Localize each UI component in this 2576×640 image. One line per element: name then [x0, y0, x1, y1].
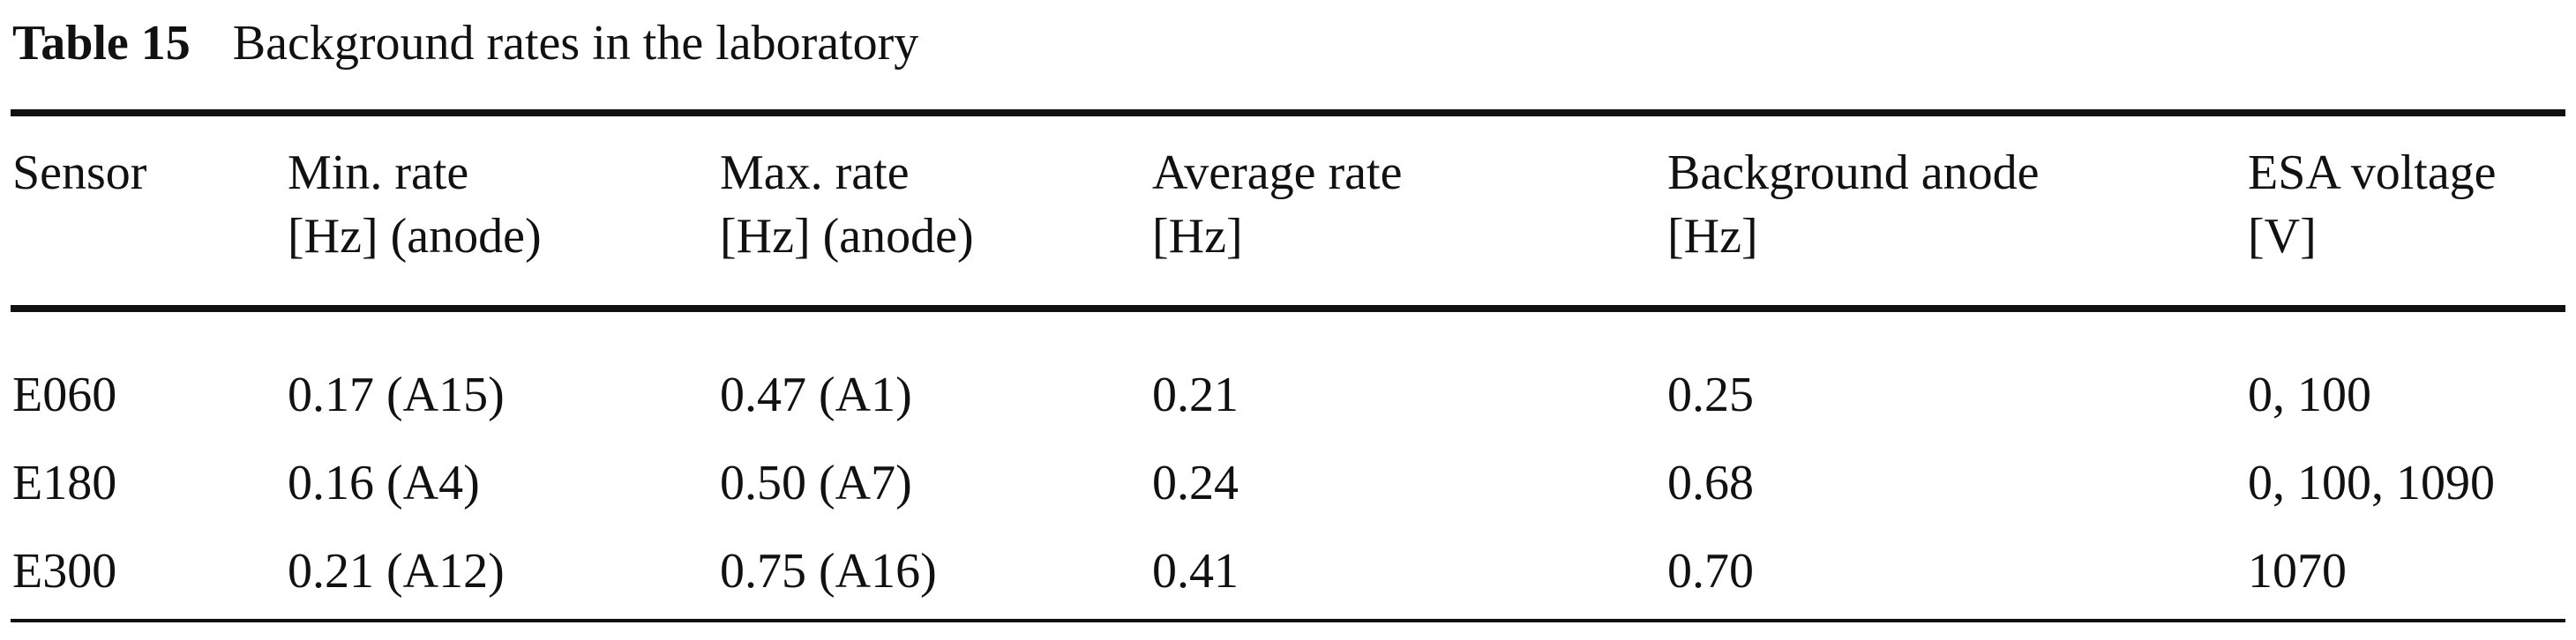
table-title: Background rates in the laboratory — [232, 16, 919, 71]
cell-background-anode: 0.70 — [1667, 544, 1754, 599]
header-background-anode-unit: [Hz] — [1667, 209, 1758, 264]
header-esa-voltage: ESA voltage — [2248, 145, 2497, 200]
cell-sensor: E060 — [12, 368, 117, 422]
cell-min-rate: 0.16 (A4) — [288, 456, 480, 510]
cell-background-anode: 0.68 — [1667, 456, 1754, 510]
header-average-rate-unit: [Hz] — [1152, 209, 1243, 264]
cell-sensor: E180 — [12, 456, 117, 510]
cell-max-rate: 0.75 (A16) — [720, 544, 937, 599]
cell-average-rate: 0.21 — [1152, 368, 1239, 422]
header-min-rate-unit: [Hz] (anode) — [288, 209, 542, 264]
header-sensor: Sensor — [12, 145, 147, 200]
cell-esa-voltage: 1070 — [2248, 544, 2347, 599]
cell-average-rate: 0.41 — [1152, 544, 1239, 599]
cell-sensor: E300 — [12, 544, 117, 599]
header-min-rate: Min. rate — [288, 145, 469, 200]
cell-background-anode: 0.25 — [1667, 368, 1754, 422]
header-esa-voltage-unit: [V] — [2248, 209, 2317, 264]
table-top-rule — [11, 109, 2565, 116]
header-average-rate: Average rate — [1152, 145, 1403, 200]
header-max-rate-unit: [Hz] (anode) — [720, 209, 974, 264]
table-caption: Table 15 Background rates in the laborato… — [12, 12, 918, 74]
table-number: Table 15 — [12, 16, 191, 71]
cell-esa-voltage: 0, 100 — [2248, 368, 2371, 422]
cell-average-rate: 0.24 — [1152, 456, 1239, 510]
header-max-rate: Max. rate — [720, 145, 910, 200]
cell-min-rate: 0.21 (A12) — [288, 544, 505, 599]
cell-esa-voltage: 0, 100, 1090 — [2248, 456, 2495, 510]
table-bottom-rule — [11, 619, 2565, 622]
cell-max-rate: 0.50 (A7) — [720, 456, 912, 510]
header-background-anode: Background anode — [1667, 145, 2040, 200]
cell-min-rate: 0.17 (A15) — [288, 368, 505, 422]
cell-max-rate: 0.47 (A1) — [720, 368, 912, 422]
table-header-rule — [11, 305, 2565, 312]
